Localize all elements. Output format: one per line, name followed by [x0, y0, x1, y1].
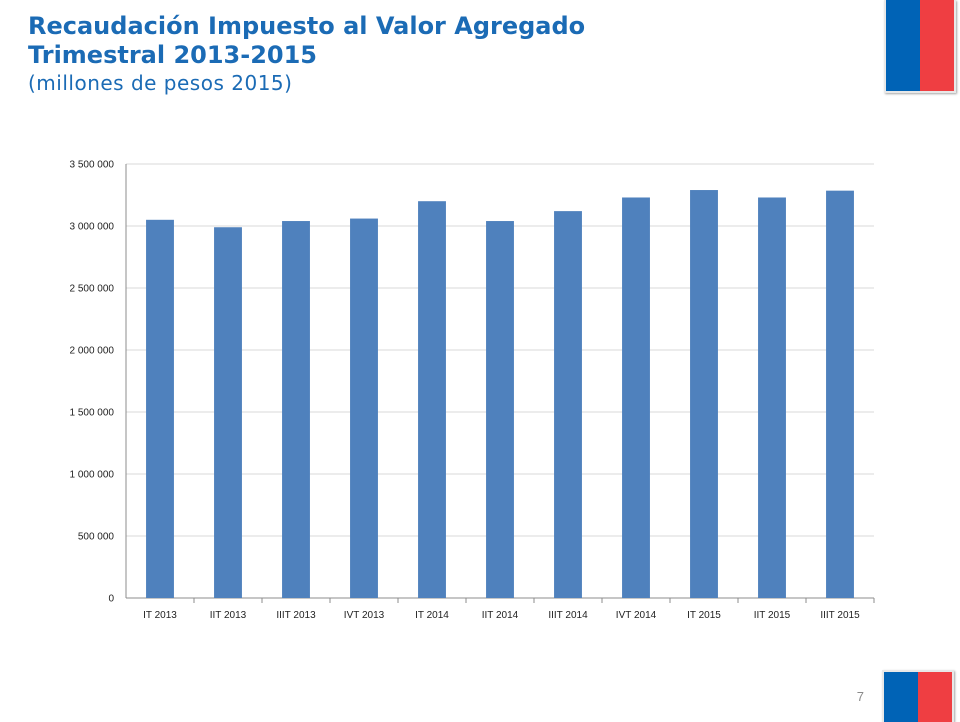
y-tick-label: 0	[108, 594, 114, 605]
bar	[554, 211, 582, 598]
bar	[826, 190, 854, 598]
bar	[282, 221, 310, 599]
x-tick-label: IVT 2013	[344, 610, 385, 621]
chile-flag-logo-top	[884, 0, 956, 93]
page-number: 7	[856, 689, 864, 704]
page-title: Recaudación Impuesto al Valor Agregado T…	[28, 12, 586, 69]
x-tick-label: IIT 2013	[210, 610, 247, 621]
bar	[214, 227, 242, 599]
flag-blue-stripe	[884, 672, 918, 722]
y-tick-label: 1 500 000	[70, 408, 115, 419]
x-tick-label: IIIT 2014	[548, 610, 588, 621]
x-tick-label: IIIT 2013	[276, 610, 316, 621]
y-tick-label: 2 000 000	[70, 346, 115, 357]
bar	[690, 190, 718, 599]
x-tick-label: IT 2014	[415, 610, 449, 621]
flag-red-stripe	[920, 0, 954, 91]
x-tick-label: IIIT 2015	[820, 610, 860, 621]
y-tick-label: 3 000 000	[70, 222, 115, 233]
bar	[146, 219, 174, 599]
bar	[622, 197, 650, 599]
x-tick-label: IT 2015	[687, 610, 721, 621]
y-tick-label: 1 000 000	[70, 470, 115, 481]
bar	[350, 218, 378, 598]
page-subtitle: (millones de pesos 2015)	[28, 71, 293, 95]
flag-blue-stripe	[886, 0, 920, 91]
chile-flag-logo-bottom	[882, 670, 954, 722]
bar	[418, 201, 446, 598]
y-tick-label: 3 500 000	[70, 160, 115, 171]
x-tick-label: IT 2013	[143, 610, 177, 621]
flag-red-stripe	[918, 672, 952, 722]
title-block: Recaudación Impuesto al Valor Agregado T…	[28, 12, 848, 96]
x-tick-label: IVT 2014	[616, 610, 657, 621]
x-tick-label: IIT 2015	[754, 610, 791, 621]
y-tick-label: 500 000	[78, 532, 115, 543]
y-tick-label: 2 500 000	[70, 284, 115, 295]
bar	[486, 221, 514, 599]
x-tick-label: IIT 2014	[482, 610, 519, 621]
bar	[758, 197, 786, 599]
